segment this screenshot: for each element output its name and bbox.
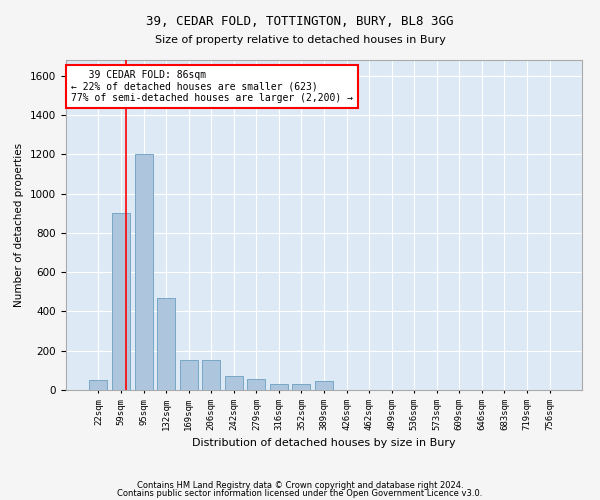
Bar bbox=[292, 384, 310, 390]
Bar bbox=[202, 360, 220, 390]
Bar bbox=[315, 381, 333, 390]
Bar bbox=[247, 379, 265, 390]
Bar bbox=[157, 298, 175, 390]
Text: Size of property relative to detached houses in Bury: Size of property relative to detached ho… bbox=[155, 35, 445, 45]
Bar bbox=[112, 213, 130, 390]
Bar bbox=[89, 380, 107, 390]
X-axis label: Distribution of detached houses by size in Bury: Distribution of detached houses by size … bbox=[192, 438, 456, 448]
Y-axis label: Number of detached properties: Number of detached properties bbox=[14, 143, 25, 307]
Text: Contains public sector information licensed under the Open Government Licence v3: Contains public sector information licen… bbox=[118, 489, 482, 498]
Text: 39 CEDAR FOLD: 86sqm   
← 22% of detached houses are smaller (623)
77% of semi-d: 39 CEDAR FOLD: 86sqm ← 22% of detached h… bbox=[71, 70, 353, 103]
Bar bbox=[225, 376, 243, 390]
Bar bbox=[134, 154, 152, 390]
Bar bbox=[270, 384, 288, 390]
Text: 39, CEDAR FOLD, TOTTINGTON, BURY, BL8 3GG: 39, CEDAR FOLD, TOTTINGTON, BURY, BL8 3G… bbox=[146, 15, 454, 28]
Bar bbox=[179, 360, 198, 390]
Text: Contains HM Land Registry data © Crown copyright and database right 2024.: Contains HM Land Registry data © Crown c… bbox=[137, 480, 463, 490]
